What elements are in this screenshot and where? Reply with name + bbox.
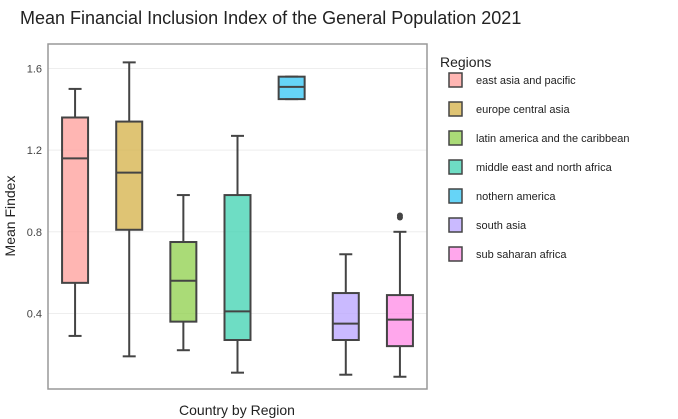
iqr-box	[331, 292, 360, 342]
legend-entry: south asia	[476, 220, 527, 232]
legend-swatch	[448, 217, 463, 233]
iqr-box	[385, 294, 414, 348]
box-sub-saharan-africa	[385, 212, 414, 378]
box-middle-east-and-north-africa	[223, 134, 252, 374]
iqr-box	[223, 194, 252, 342]
box-latin-america-and-the-caribbean	[169, 194, 198, 352]
legend-swatch	[448, 246, 463, 262]
legend-entry: europe central asia	[476, 104, 570, 116]
iqr-box	[115, 120, 144, 231]
plot-frame	[47, 43, 428, 390]
box-south-asia	[331, 253, 360, 376]
legend-entry: nothern america	[476, 191, 556, 203]
iqr-box	[277, 75, 306, 101]
legend-swatch	[448, 130, 463, 146]
box-europe-central-asia	[115, 61, 144, 358]
chart-title: Mean Financial Inclusion Index of the Ge…	[20, 8, 521, 28]
y-tick-label: 1.2	[27, 145, 42, 157]
legend: east asia and pacific europe central asia…	[448, 72, 629, 262]
y-tick-label: 1.6	[27, 63, 42, 75]
y-axis-label: Mean Findex	[2, 176, 18, 257]
plot-area: 0.4 0.8 1.2 1.6	[27, 43, 428, 390]
legend-entry: middle east and north africa	[476, 162, 613, 174]
y-tick-label: 0.4	[27, 308, 42, 320]
x-axis-label: Country by Region	[179, 402, 295, 418]
iqr-box	[61, 116, 90, 284]
legend-swatch	[448, 101, 463, 117]
legend-entry: east asia and pacific	[476, 75, 576, 87]
legend-swatch	[448, 72, 463, 88]
legend-title: Regions	[440, 54, 491, 70]
legend-swatch	[448, 188, 463, 204]
legend-entry: latin america and the caribbean	[476, 133, 629, 145]
iqr-box	[169, 241, 198, 323]
legend-entry: sub saharan africa	[476, 249, 567, 261]
legend-swatch	[448, 159, 463, 175]
outlier-point	[396, 212, 403, 219]
box-nothern-america	[277, 75, 306, 101]
box-east-asia-and-pacific	[61, 87, 90, 337]
y-tick-label: 0.8	[27, 227, 42, 239]
